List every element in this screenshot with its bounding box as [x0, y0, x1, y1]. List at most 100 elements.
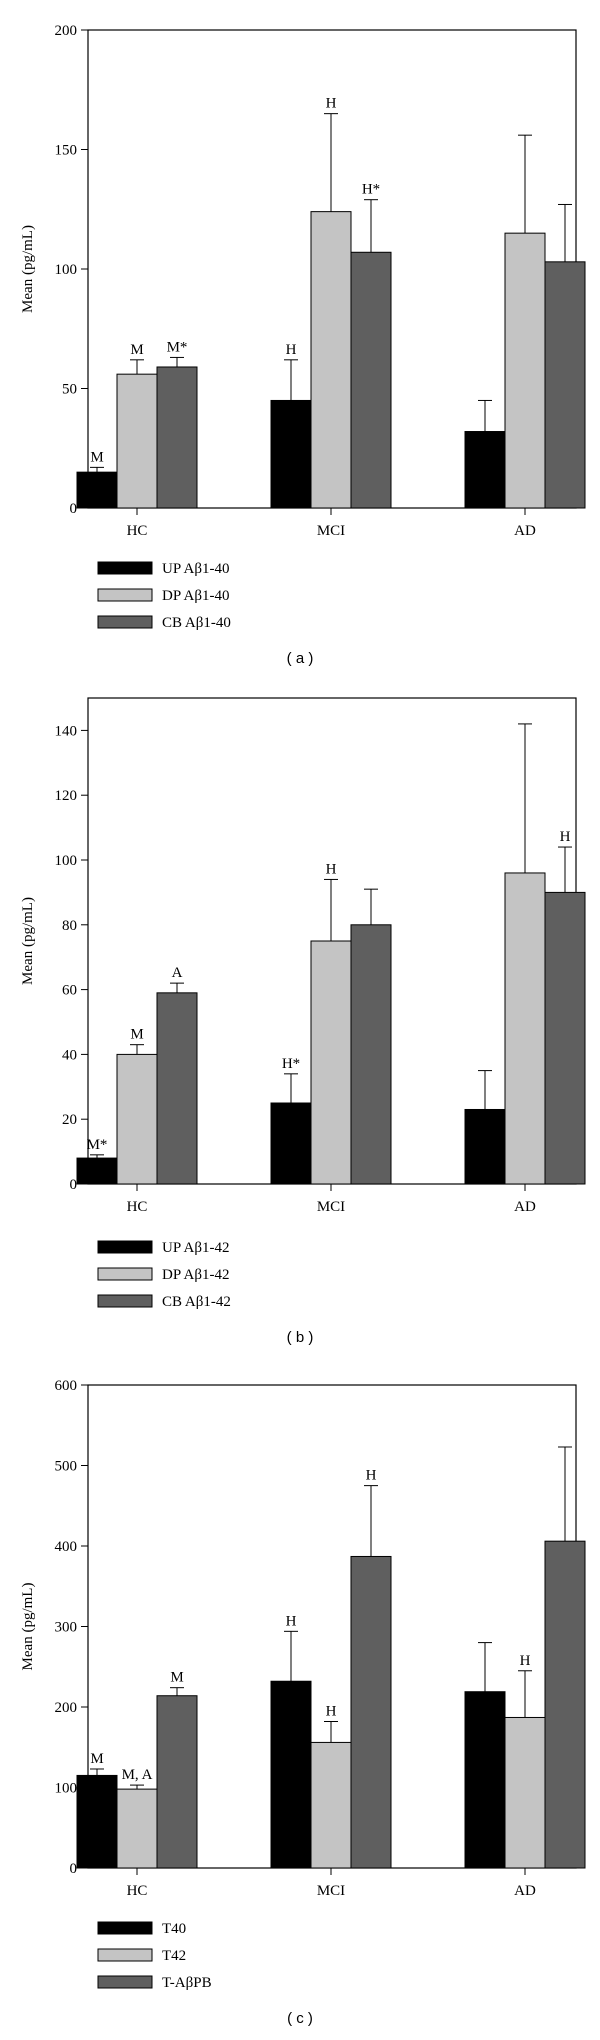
significance-label: M, A	[122, 1767, 153, 1783]
panel-caption: ( b )	[287, 1329, 314, 1346]
legend-label: DP Aβ1-42	[162, 1267, 230, 1283]
bar	[504, 1716, 546, 1869]
bar	[116, 1053, 158, 1185]
y-axis-label: Mean (pg/mL)	[20, 897, 36, 985]
bar	[504, 232, 546, 509]
chart-panel-1: 0 50 100 150 200 Mean (pg/mL) HC MCI AD M H M H M* H* U…	[20, 23, 586, 667]
bar	[156, 366, 198, 509]
bar	[310, 1741, 352, 1869]
y-axis-label: Mean (pg/mL)	[20, 1583, 36, 1671]
y-tick-label: 120	[55, 788, 78, 804]
significance-label: H*	[362, 182, 380, 198]
legend-swatch	[97, 1921, 153, 1935]
legend-label: UP Aβ1-42	[162, 1240, 230, 1256]
bar	[504, 872, 546, 1185]
x-tick-label: HC	[127, 1199, 148, 1215]
y-tick-label: 80	[62, 918, 77, 934]
bar	[116, 373, 158, 509]
legend-swatch	[97, 561, 153, 575]
bar	[544, 1540, 586, 1869]
bar	[310, 940, 352, 1185]
legend-label: CB Aβ1-42	[162, 1294, 231, 1310]
y-tick-label: 600	[55, 1378, 78, 1394]
bar	[76, 1157, 118, 1185]
y-tick-label: 500	[55, 1459, 78, 1475]
y-tick-label: 100	[55, 853, 78, 869]
legend-swatch	[97, 1240, 153, 1254]
bar	[464, 1691, 506, 1869]
bar	[156, 992, 198, 1185]
bar	[544, 261, 586, 509]
y-tick-label: 60	[62, 983, 77, 999]
bar	[310, 211, 352, 509]
significance-label: H	[520, 1653, 531, 1669]
panel-caption: ( a )	[287, 650, 314, 667]
legend-label: UP Aβ1-40	[162, 561, 230, 577]
y-tick-label: 20	[62, 1112, 77, 1128]
y-axis-label: Mean (pg/mL)	[20, 225, 36, 313]
bar	[156, 1695, 198, 1869]
significance-label: M	[130, 1027, 143, 1043]
x-tick-label: AD	[514, 1199, 536, 1215]
legend-swatch	[97, 588, 153, 602]
bar	[76, 471, 118, 509]
legend-swatch	[97, 1975, 153, 1989]
y-tick-label: 100	[55, 1781, 78, 1797]
chart-panel-2: 0 20 40 60 80 100 120 140 Mean (pg/mL) HC MCI AD M* H…	[20, 697, 586, 1346]
x-tick-label: HC	[127, 1883, 148, 1899]
significance-label: H	[560, 829, 571, 845]
legend-label: T-AβPB	[162, 1975, 212, 1991]
legend-swatch	[97, 1294, 153, 1308]
chart-panel-3: 0 100 200 300 400 500 600 Mean (pg/mL) HC MCI AD M H…	[20, 1378, 586, 2027]
significance-label: H	[286, 1613, 297, 1629]
bar	[76, 1774, 118, 1869]
significance-label: H	[326, 96, 337, 112]
bar	[270, 399, 312, 509]
x-tick-label: HC	[127, 523, 148, 539]
bar	[270, 1680, 312, 1869]
x-tick-label: MCI	[317, 1199, 345, 1215]
significance-label: H	[326, 861, 337, 877]
y-tick-label: 0	[70, 501, 78, 517]
y-tick-label: 0	[70, 1861, 78, 1877]
x-tick-label: AD	[514, 523, 536, 539]
y-tick-label: 40	[62, 1047, 77, 1063]
bar	[350, 924, 392, 1185]
panel-caption: ( c )	[287, 2010, 313, 2027]
significance-label: M	[130, 342, 143, 358]
significance-label: A	[172, 965, 183, 981]
y-tick-label: 140	[55, 723, 78, 739]
significance-label: M*	[167, 339, 188, 355]
y-tick-label: 0	[70, 1177, 78, 1193]
legend-swatch	[97, 1267, 153, 1281]
y-tick-label: 50	[62, 382, 77, 398]
y-tick-label: 200	[55, 23, 78, 39]
y-tick-label: 300	[55, 1620, 78, 1636]
bar	[350, 1555, 392, 1869]
legend-label: T42	[162, 1948, 186, 1964]
significance-label: H	[366, 1468, 377, 1484]
legend-label: CB Aβ1-40	[162, 615, 231, 631]
y-tick-label: 400	[55, 1539, 78, 1555]
significance-label: M	[90, 1751, 103, 1767]
x-tick-label: MCI	[317, 1883, 345, 1899]
legend-label: T40	[162, 1921, 186, 1937]
significance-label: M	[170, 1670, 183, 1686]
legend-label: DP Aβ1-40	[162, 588, 230, 604]
significance-label: M	[90, 449, 103, 465]
significance-label: H	[326, 1703, 337, 1719]
significance-label: H	[286, 342, 297, 358]
bar	[270, 1102, 312, 1185]
y-tick-label: 100	[55, 262, 78, 278]
significance-label: H*	[282, 1056, 300, 1072]
bar	[464, 431, 506, 509]
bar	[544, 891, 586, 1185]
bar	[464, 1108, 506, 1185]
y-tick-label: 200	[55, 1700, 78, 1716]
bar	[116, 1788, 158, 1869]
significance-label: M*	[87, 1137, 108, 1153]
legend-swatch	[97, 1948, 153, 1962]
bar	[350, 251, 392, 509]
x-tick-label: MCI	[317, 523, 345, 539]
